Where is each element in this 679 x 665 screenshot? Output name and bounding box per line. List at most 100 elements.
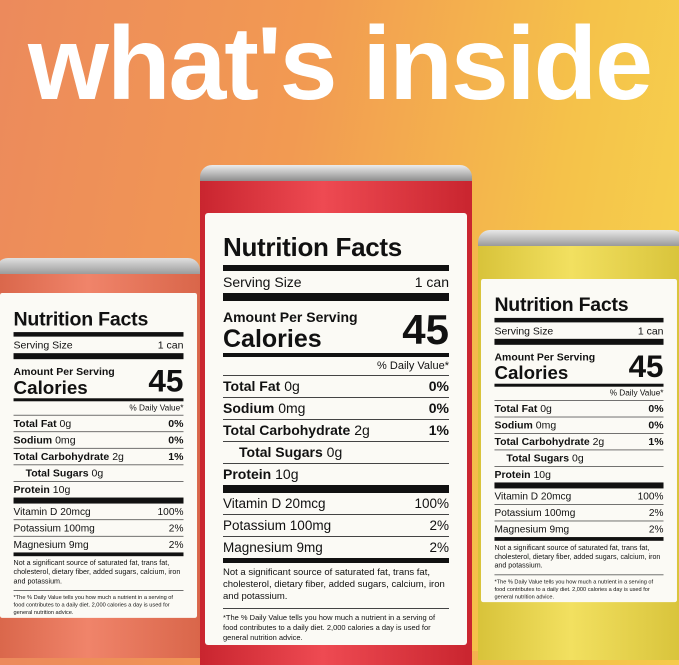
- nutrient: Protein 10g: [223, 464, 298, 485]
- vitamin-amount: 20mcg: [285, 496, 326, 511]
- vitamin-dv: 2%: [168, 538, 184, 551]
- serving-size-label: Serving Size: [223, 274, 302, 290]
- nutrient-amount: 2g: [592, 435, 605, 448]
- nutrient-row: Total Sugars 0g: [494, 449, 664, 466]
- calories-row: Amount Per Serving Calories 45: [223, 301, 449, 354]
- serving-size: 1 can: [157, 338, 184, 351]
- nutrient-name: Total Fat: [494, 402, 538, 415]
- nutrient: Total Carbohydrate 2g: [14, 449, 124, 465]
- nutrient-dv: 0%: [648, 402, 664, 415]
- calories-value: 45: [402, 306, 449, 353]
- nutrient-amount: 2g: [354, 422, 370, 438]
- headline: what's inside: [28, 6, 653, 122]
- can-rim: [478, 230, 679, 246]
- nutrient-amount: 0g: [571, 451, 584, 464]
- vitamin-dv: 2%: [429, 540, 449, 555]
- nutrient-name: Total Carbohydrate: [13, 450, 110, 463]
- vitamin-row: Magnesium 9mg 2%: [494, 520, 664, 537]
- nutrition-label: Nutrition Facts Serving Size 1 can Amount P…: [0, 293, 198, 618]
- vitamin-dv: 2%: [429, 518, 449, 533]
- can-rim: [200, 165, 472, 181]
- calories-row: Amount Per Serving Calories 45: [494, 345, 663, 384]
- vitamin-dv: 100%: [157, 505, 184, 518]
- rule: [494, 482, 664, 489]
- vitamin-amount: 100mg: [289, 518, 332, 533]
- vitamin-row: Potassium 100mg 2%: [13, 519, 184, 536]
- vitamin-row: Potassium 100mg 2%: [223, 514, 449, 536]
- nutrient: Sodium 0mg: [494, 417, 556, 433]
- nutrient-amount: 0g: [326, 444, 343, 460]
- serving-size: 1 can: [414, 274, 449, 290]
- calories-row: Amount Per Serving Calories 45: [14, 359, 184, 398]
- rule: [494, 537, 664, 541]
- nutrient-name: Total Sugars: [239, 444, 323, 460]
- nutrient-dv: 1%: [648, 435, 664, 448]
- rule: [223, 293, 449, 301]
- vitamin-dv: 2%: [168, 522, 184, 534]
- vitamin-dv: 2%: [648, 507, 664, 519]
- nutrient-row: Protein 10g: [13, 481, 184, 498]
- nutrient: Sodium 0mg: [14, 432, 76, 448]
- nutrient: Total Fat 0g: [223, 376, 300, 397]
- serving-row: Serving Size 1 can: [494, 322, 663, 338]
- vitamin-dv: 100%: [637, 490, 664, 502]
- calories-block: Amount Per Serving Calories: [223, 305, 358, 353]
- nutrient-dv: 1%: [168, 450, 184, 463]
- nutrient: Total Fat 0g: [494, 401, 551, 417]
- note: Not a significant source of saturated fa…: [223, 567, 445, 602]
- amount-per-serving: Amount Per Serving: [223, 309, 358, 325]
- label-title: Nutrition Facts: [223, 232, 402, 262]
- rule: [13, 332, 184, 337]
- rule: [494, 383, 664, 387]
- nutrient-amount: 10g: [533, 468, 551, 481]
- vitamin-name: Vitamin D: [223, 496, 282, 511]
- nutrient-name: Total Fat: [13, 417, 57, 430]
- nutrient-name: Protein: [13, 483, 50, 496]
- nutrient-row: Sodium 0mg 0%: [494, 416, 664, 433]
- calories-value: 45: [628, 348, 664, 384]
- label-title: Nutrition Facts: [13, 307, 149, 330]
- vitamin-dv: 100%: [414, 496, 449, 511]
- nutrient-name: Total Carbohydrate: [494, 435, 590, 448]
- vitamin-amount: 100mg: [63, 522, 95, 534]
- footnote: *The % Daily Value tells you how much a …: [13, 590, 184, 616]
- nutrient-amount: 0g: [540, 402, 552, 415]
- vitamin-name: Magnesium: [223, 540, 293, 555]
- rule: [494, 317, 664, 323]
- vitamin: Vitamin D 20mcg: [223, 493, 326, 514]
- nutrient-row: Total Carbohydrate 2g 1%: [223, 419, 449, 441]
- nutrient: Total Sugars 0g: [506, 450, 583, 466]
- vitamin-amount: 9mg: [68, 538, 89, 551]
- vitamin-amount: 9mg: [549, 523, 570, 535]
- nutrient-row: Protein 10g: [223, 463, 449, 485]
- calories-block: Amount Per Serving Calories: [14, 362, 115, 398]
- nutrient-name: Sodium: [13, 433, 53, 446]
- vitamin: Potassium 100mg: [494, 505, 575, 521]
- calories-value: 45: [148, 362, 184, 399]
- nutrient-name: Protein: [494, 468, 531, 481]
- vitamin-name: Potassium: [494, 507, 542, 519]
- nutrient-row: Sodium 0mg 0%: [223, 397, 449, 419]
- rule: [13, 497, 184, 504]
- nutrient-name: Protein: [223, 466, 272, 482]
- nutrient-amount: 0g: [91, 466, 104, 479]
- daily-value-header: % Daily Value*: [129, 403, 184, 413]
- vitamin: Vitamin D 20mcg: [14, 504, 91, 520]
- vitamin-dv: 2%: [648, 523, 664, 535]
- nutrient: Protein 10g: [494, 467, 550, 483]
- serving-size: 1 can: [637, 324, 664, 337]
- vitamin-name: Magnesium: [13, 538, 67, 551]
- rule: [223, 558, 449, 563]
- nutrient-row: Total Carbohydrate 2g 1%: [13, 447, 184, 465]
- nutrient-name: Total Carbohydrate: [223, 422, 351, 438]
- vitamin-amount: 100mg: [544, 507, 576, 519]
- daily-value-header: % Daily Value*: [377, 360, 449, 372]
- nutrient: Total Carbohydrate 2g: [494, 434, 604, 450]
- amount-per-serving: Amount Per Serving: [494, 350, 596, 363]
- vitamin: Potassium 100mg: [14, 520, 95, 536]
- vitamin: Vitamin D 20mcg: [494, 488, 571, 504]
- nutrient-amount: 0mg: [535, 418, 557, 431]
- nutrient: Total Sugars 0g: [239, 442, 342, 463]
- calories-label: Calories: [13, 377, 88, 399]
- daily-value-header: % Daily Value*: [609, 388, 664, 398]
